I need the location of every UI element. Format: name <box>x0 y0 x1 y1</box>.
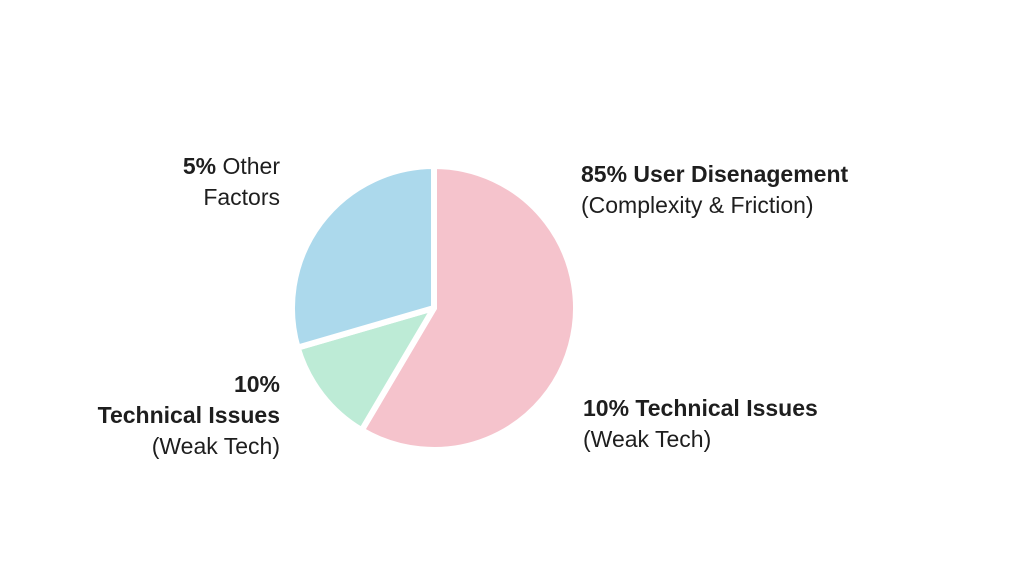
label-other-factors-line1: 5% Other <box>183 151 280 182</box>
label-user-disengagement: 85% User Disenagement (Complexity & Fric… <box>581 159 848 221</box>
pie-slice-other-factors <box>289 163 437 351</box>
user-disengagement-heading: 85% User Disenagement <box>581 161 849 187</box>
technical-issues-left-percent: 10% <box>233 371 280 397</box>
user-disengagement-detail: (Complexity & Friction) <box>581 192 814 218</box>
technical-issues-right-heading: 10% Technical Issues <box>583 395 818 421</box>
technical-issues-right-detail: (Weak Tech) <box>583 426 712 452</box>
technical-issues-left-name: Technical Issues <box>97 402 280 428</box>
label-technical-issues-left: 10% Technical Issues (Weak Tech) <box>98 369 280 462</box>
other-factors-name-part2: Factors <box>203 184 280 210</box>
other-factors-name-part1: Other <box>222 153 280 179</box>
label-other-factors: 5% Other Factors <box>183 151 280 213</box>
label-technical-issues-right: 10% Technical Issues (Weak Tech) <box>583 393 818 455</box>
other-factors-percent: 5% <box>182 153 217 179</box>
technical-issues-left-detail: (Weak Tech) <box>151 433 280 459</box>
pie-slice-user-disenagement <box>358 163 579 453</box>
